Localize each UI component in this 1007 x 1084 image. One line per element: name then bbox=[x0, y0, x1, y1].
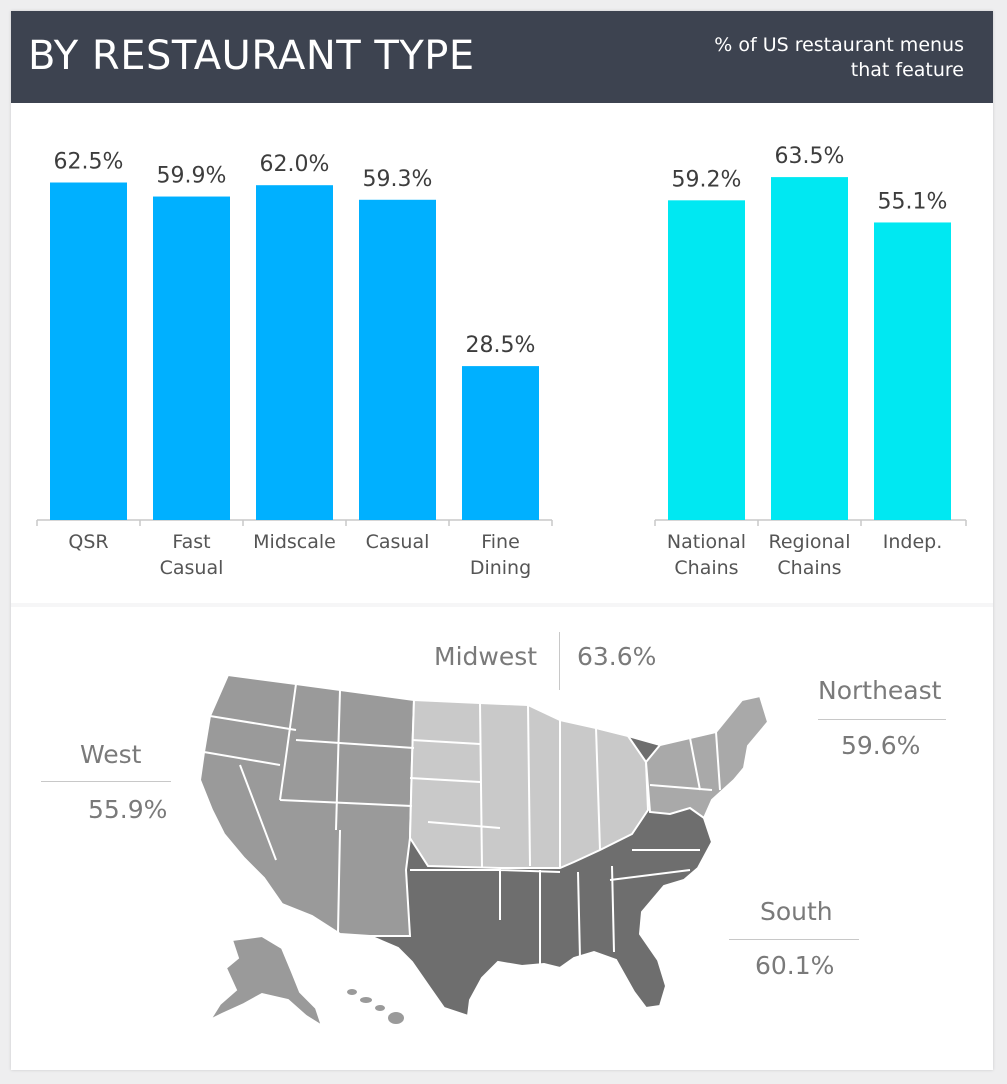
section-divider bbox=[11, 603, 993, 607]
value-label: 59.2% bbox=[672, 167, 742, 192]
south-label: South bbox=[760, 897, 833, 926]
bar-regional-chains bbox=[771, 177, 848, 520]
south-value: 60.1% bbox=[755, 951, 835, 980]
bar-midscale bbox=[256, 185, 333, 520]
value-label: 55.1% bbox=[878, 189, 948, 214]
category-label: Casual bbox=[160, 557, 224, 579]
subtitle-line-2: that feature bbox=[850, 59, 964, 81]
bar-fast-casual bbox=[153, 196, 230, 521]
category-label: Casual bbox=[366, 531, 430, 553]
value-label: 28.5% bbox=[466, 333, 536, 358]
value-label: 63.5% bbox=[775, 144, 845, 169]
midwest-value: 63.6% bbox=[577, 642, 657, 671]
west-value: 55.9% bbox=[88, 795, 168, 824]
subtitle-line-1: % of US restaurant menus bbox=[714, 34, 964, 56]
category-label: National bbox=[667, 531, 746, 553]
header-subtitle: % of US restaurant menus that feature bbox=[664, 33, 964, 83]
value-label: 62.5% bbox=[54, 150, 124, 175]
category-label: Midscale bbox=[253, 531, 336, 553]
page-title: BY RESTAURANT TYPE bbox=[28, 33, 475, 79]
northeast-rule bbox=[818, 719, 946, 720]
category-label: Indep. bbox=[883, 531, 943, 553]
west-label: West bbox=[80, 740, 142, 769]
midwest-rule bbox=[559, 632, 560, 690]
value-label: 59.9% bbox=[157, 164, 227, 189]
category-label: QSR bbox=[68, 531, 108, 553]
category-label: Regional bbox=[769, 531, 851, 553]
value-label: 59.3% bbox=[363, 167, 433, 192]
category-label: Fast bbox=[172, 531, 210, 553]
category-label: Fine bbox=[481, 531, 520, 553]
bar-fine-dining bbox=[462, 366, 539, 520]
category-label: Chains bbox=[674, 557, 738, 579]
midwest-label: Midwest bbox=[434, 642, 538, 671]
restaurant-type-bar-chart: 62.5% QSR 59.9% Fast Casual 62.0% Midscale 59.3… bbox=[36, 144, 967, 579]
category-label: Dining bbox=[470, 557, 531, 579]
bar-qsr bbox=[50, 182, 127, 520]
category-label: Chains bbox=[777, 557, 841, 579]
south-rule bbox=[729, 939, 859, 940]
northeast-label: Northeast bbox=[818, 676, 942, 705]
northeast-value: 59.6% bbox=[841, 731, 921, 760]
west-rule bbox=[41, 781, 171, 782]
bar-national-chains bbox=[668, 200, 745, 520]
value-label: 62.0% bbox=[260, 152, 330, 177]
bar-casual bbox=[359, 199, 436, 520]
header-bar: BY RESTAURANT TYPE % of US restaurant me… bbox=[11, 11, 993, 103]
bar-indep bbox=[874, 222, 951, 520]
